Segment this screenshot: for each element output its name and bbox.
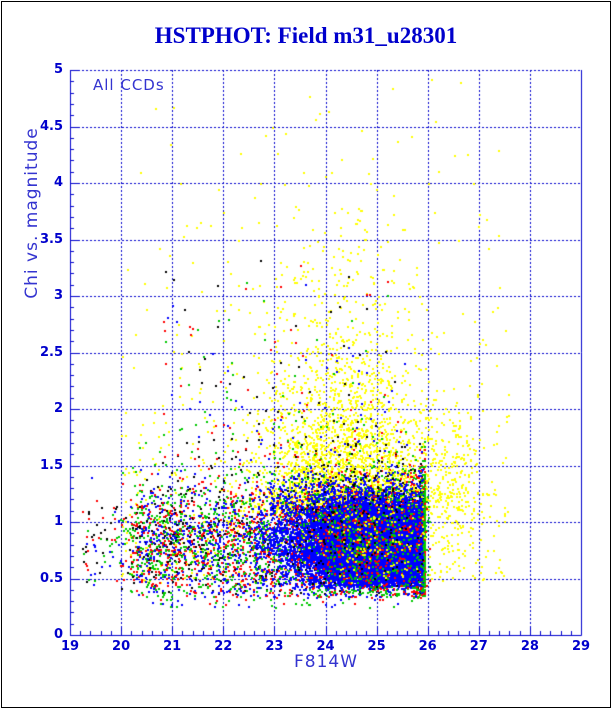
y-axis-label: Chi vs. magnitude <box>22 127 42 299</box>
ccd-annotation-label: All CCDs <box>93 76 165 94</box>
x-tick-label: 20 <box>112 639 131 654</box>
chart-title: HSTPHOT: Field m31_u28301 <box>154 23 458 48</box>
y-tick-label: 0 <box>53 627 63 642</box>
y-tick-label: 3.5 <box>39 231 63 247</box>
x-tick-label: 28 <box>520 639 539 654</box>
y-tick-label: 4.5 <box>39 118 63 134</box>
y-tick-label: 4 <box>53 175 63 190</box>
x-tick-label: 25 <box>367 639 386 654</box>
x-tick-label: 26 <box>418 639 437 654</box>
x-tick-label: 29 <box>571 639 591 654</box>
x-tick-label: 27 <box>469 639 488 654</box>
y-tick-label: 2.5 <box>39 344 63 360</box>
y-tick-label: 0.5 <box>39 570 63 586</box>
y-tick-label: 1.5 <box>39 457 63 473</box>
x-tick-label: 21 <box>163 639 182 654</box>
y-tick-label: 2 <box>53 401 63 416</box>
x-tick-label: 22 <box>214 639 233 654</box>
x-tick-label: 24 <box>316 639 335 654</box>
y-tick-label: 5 <box>53 62 63 77</box>
x-tick-label: 23 <box>265 639 284 654</box>
y-tick-label: 1 <box>53 514 63 529</box>
x-axis-label: F814W <box>293 652 359 672</box>
y-tick-label: 3 <box>53 288 63 303</box>
x-tick-label: 19 <box>60 639 80 654</box>
